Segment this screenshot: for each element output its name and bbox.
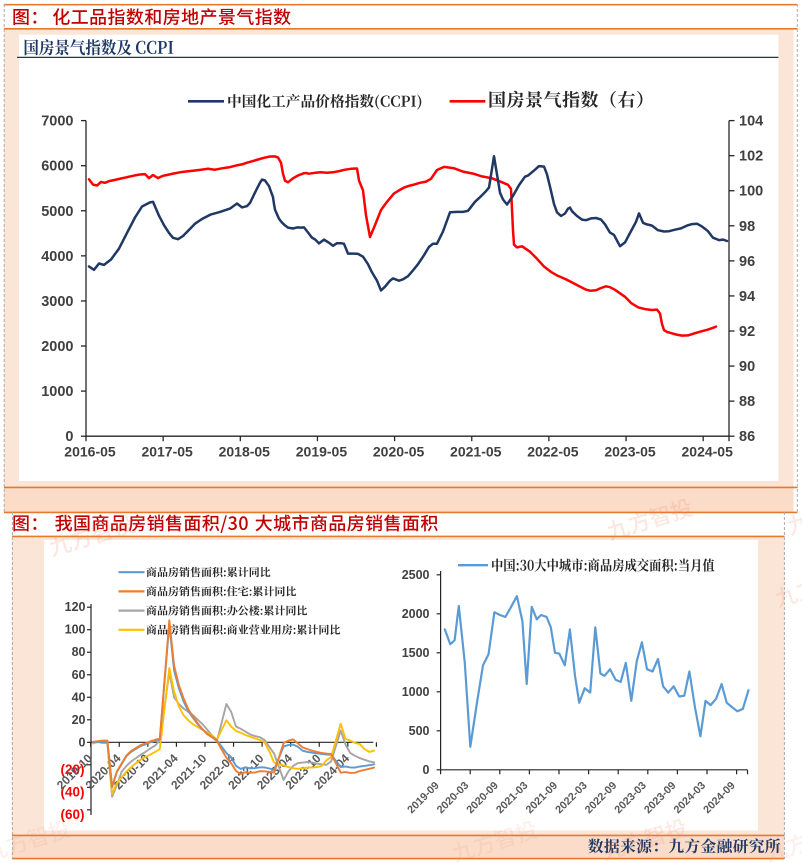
svg-text:88: 88 (739, 394, 755, 410)
svg-text:7000: 7000 (41, 114, 73, 130)
svg-text:0: 0 (79, 735, 86, 749)
svg-text:100: 100 (739, 184, 763, 200)
svg-text:(60): (60) (60, 807, 84, 822)
svg-text:1000: 1000 (402, 685, 430, 699)
svg-text:2020-05: 2020-05 (373, 444, 425, 460)
svg-text:2024-05: 2024-05 (682, 444, 734, 460)
svg-text:90: 90 (739, 359, 755, 375)
svg-text:0: 0 (423, 763, 430, 777)
svg-text:100: 100 (65, 623, 86, 637)
svg-text:(40): (40) (60, 784, 84, 799)
svg-text:5000: 5000 (41, 204, 73, 220)
svg-text:60: 60 (72, 668, 86, 682)
svg-text:6000: 6000 (41, 159, 73, 175)
svg-text:94: 94 (739, 289, 755, 305)
svg-text:102: 102 (739, 149, 763, 165)
svg-text:2500: 2500 (402, 568, 430, 582)
svg-text:2018-05: 2018-05 (219, 444, 271, 460)
svg-text:92: 92 (739, 324, 755, 340)
svg-text:80: 80 (72, 645, 86, 659)
svg-text:2000: 2000 (402, 607, 430, 621)
svg-text:2017-05: 2017-05 (141, 444, 193, 460)
svg-text:120: 120 (65, 600, 86, 614)
svg-text:86: 86 (739, 429, 755, 445)
svg-text:2019-05: 2019-05 (296, 444, 348, 460)
svg-text:20: 20 (72, 713, 86, 727)
svg-text:4000: 4000 (41, 249, 73, 265)
svg-text:2000: 2000 (41, 339, 73, 355)
svg-text:104: 104 (739, 114, 763, 130)
svg-text:1500: 1500 (402, 646, 430, 660)
svg-text:1000: 1000 (41, 384, 73, 400)
svg-text:98: 98 (739, 219, 755, 235)
svg-text:0: 0 (65, 429, 73, 445)
svg-text:40: 40 (72, 690, 86, 704)
svg-text:2016-05: 2016-05 (64, 444, 116, 460)
svg-text:2022-05: 2022-05 (527, 444, 579, 460)
svg-text:96: 96 (739, 254, 755, 270)
svg-text:500: 500 (409, 724, 430, 738)
svg-text:(20): (20) (60, 762, 84, 777)
svg-text:2023-05: 2023-05 (604, 444, 656, 460)
svg-text:2021-05: 2021-05 (450, 444, 502, 460)
svg-text:3000: 3000 (41, 294, 73, 310)
